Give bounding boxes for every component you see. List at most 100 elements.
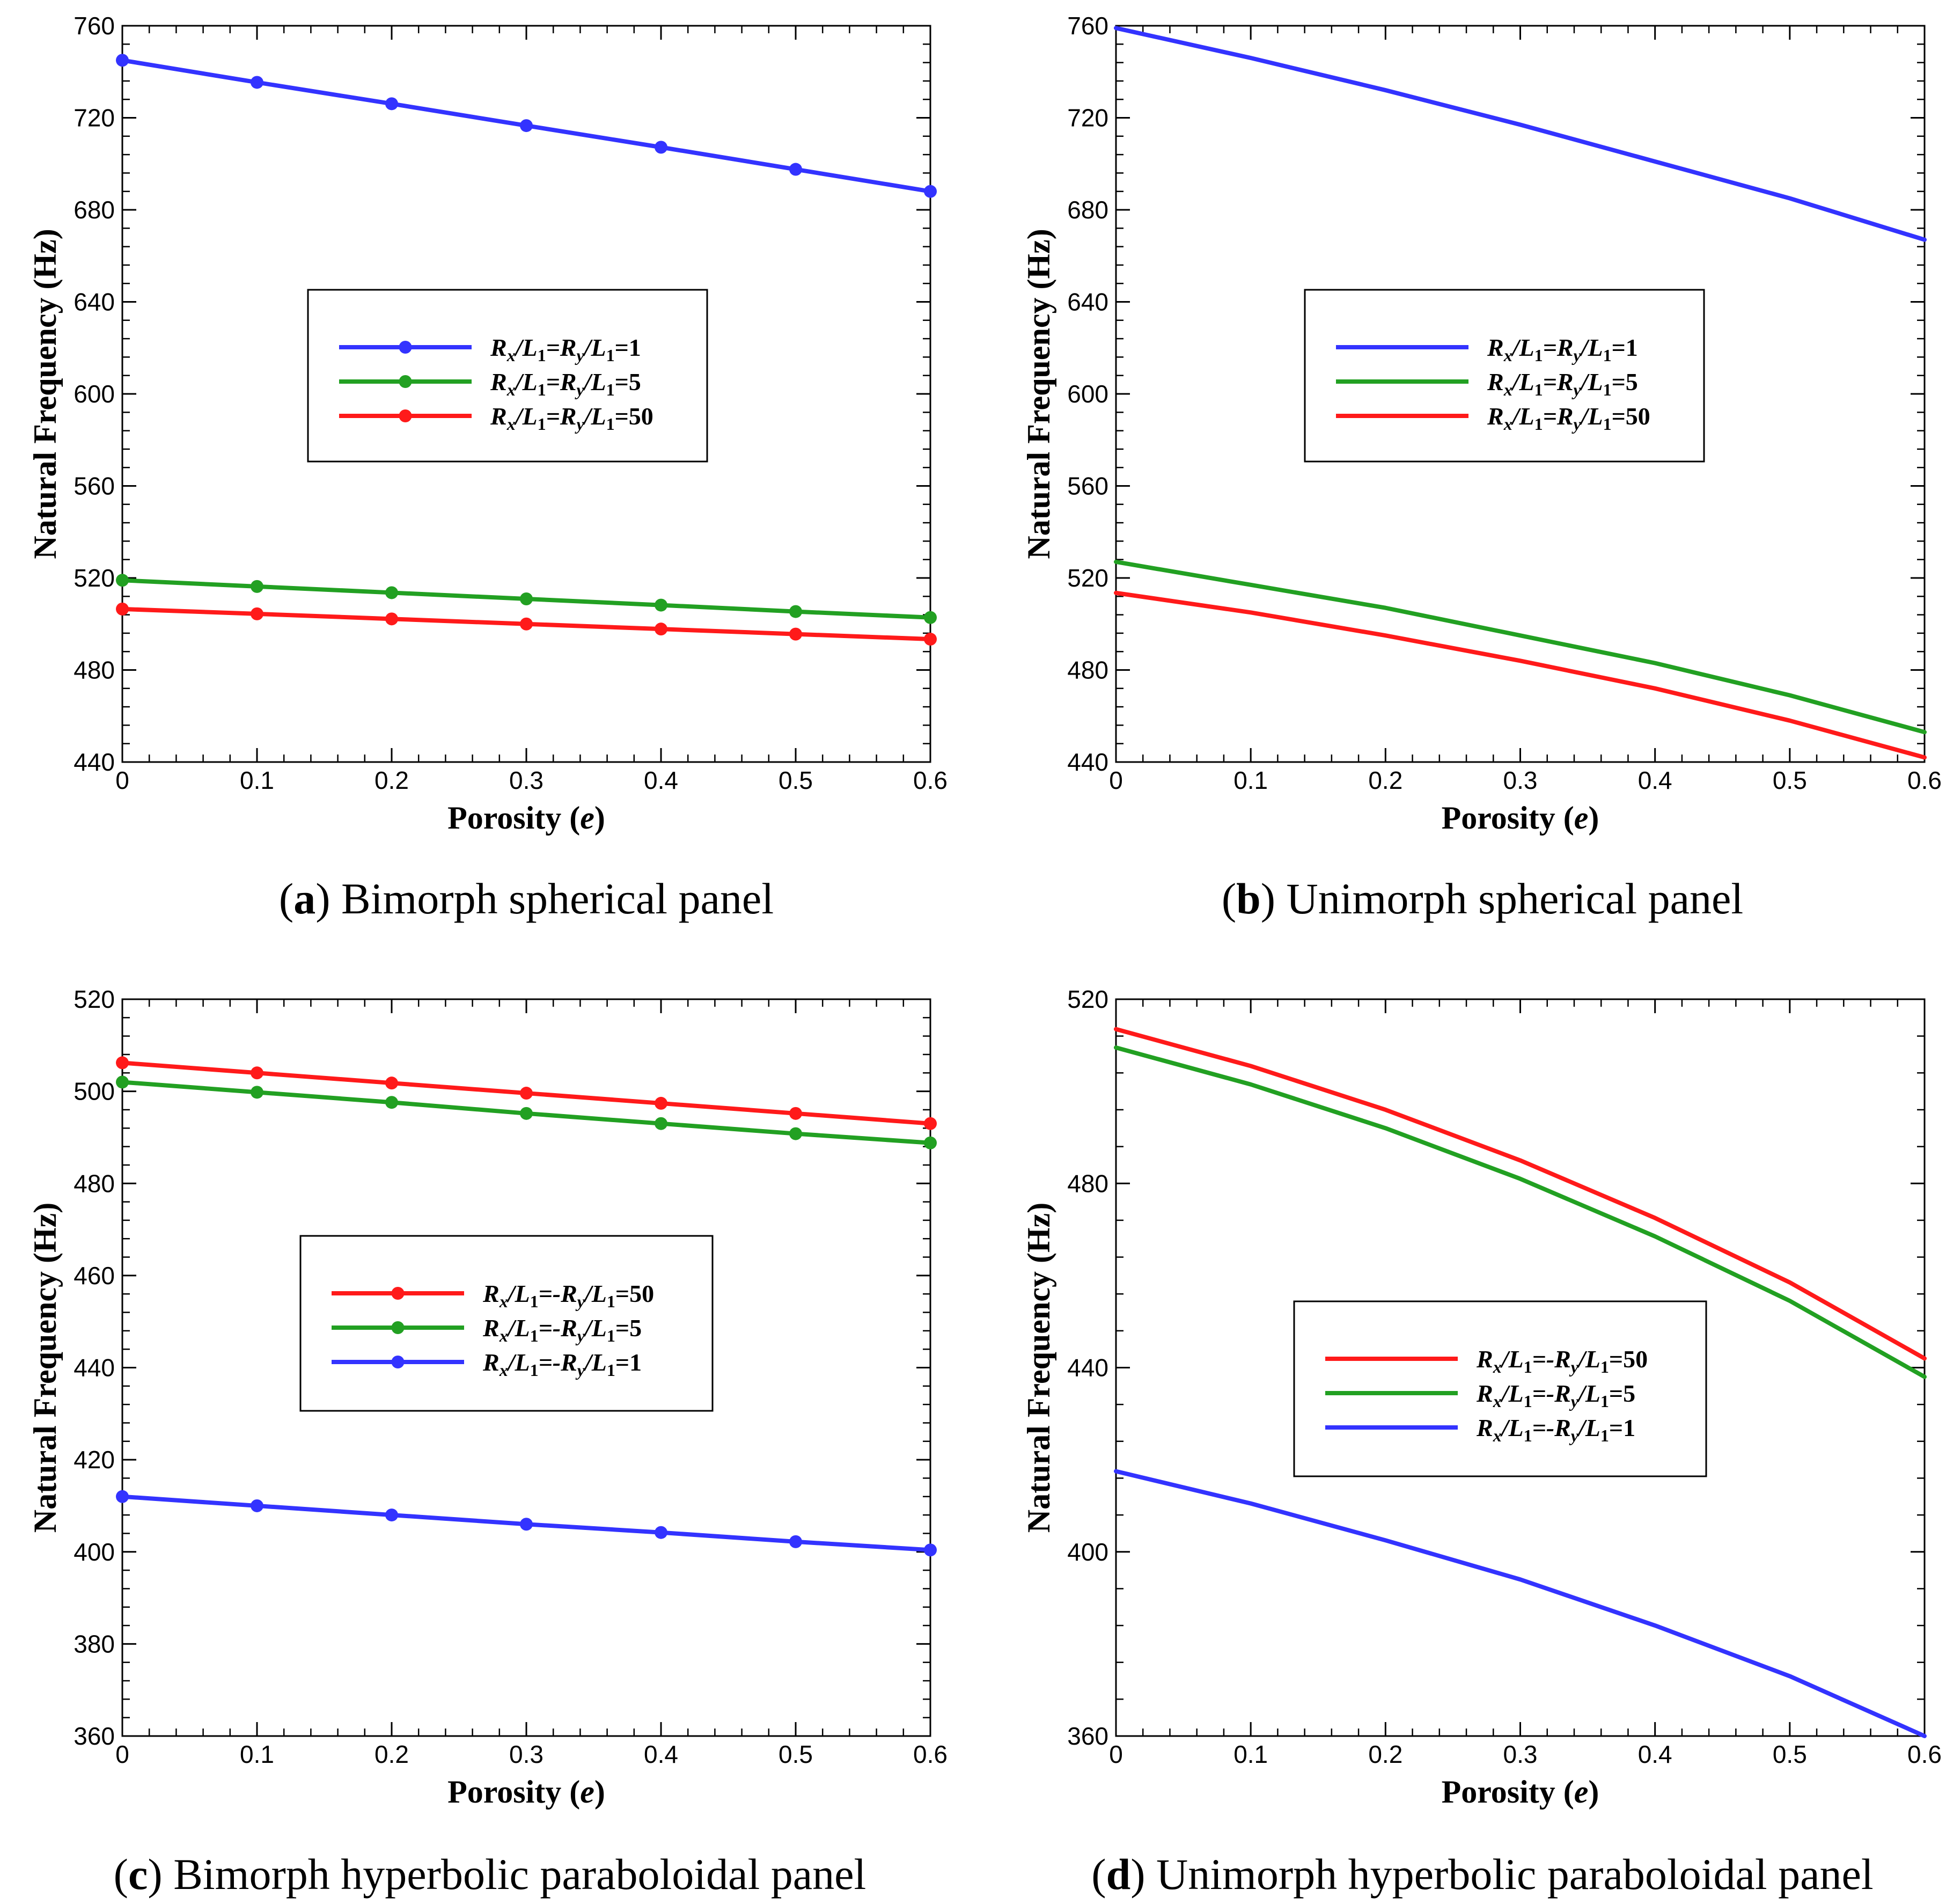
data-point [116,574,129,587]
data-point [789,627,802,641]
data-point [655,1117,667,1130]
y-tick-label: 760 [74,12,115,40]
x-tick-label: 0.2 [1368,766,1402,794]
data-point [789,1127,802,1140]
y-tick-label: 520 [74,985,115,1013]
data-point [655,623,667,636]
series-line-2 [1114,1469,1927,1738]
data-point [655,598,667,612]
y-tick-label: 360 [1067,1722,1108,1750]
chart-panel-b: 0 0.1 0.2 0.3 0.4 0.5 0.6 440 480 520 560 600 640 680… [1021,12,1942,923]
x-tick-label: 0.2 [374,1740,409,1768]
x-tick-label: 0.1 [240,766,274,794]
x-axis-title: Porosity (e) [447,800,605,836]
y-tick-label: 720 [1067,104,1108,132]
data-point [251,1086,263,1099]
y-tick-label: 680 [74,196,115,224]
data-point [520,1518,533,1531]
y-tick-label: 480 [74,1169,115,1197]
y-tick-label: 560 [1067,472,1108,500]
x-tick-label: 0.3 [509,1740,544,1768]
legend: Rx/L1=Ry/L1=1Rx/L1=Ry/L1=5Rx/L1=Ry/L1=50 [1304,289,1705,463]
data-point [385,1096,398,1109]
x-tick-label: 0.6 [913,1740,948,1768]
data-point [520,617,533,631]
x-tick-label: 0.1 [1233,1740,1268,1768]
y-tick-label: 560 [74,472,115,500]
x-tick-label: 0.6 [1907,766,1942,794]
data-point [251,607,263,620]
x-tick-label: 0.3 [1503,1740,1538,1768]
data-point [520,119,533,133]
series-line-1 [1114,559,1927,735]
data-point [924,185,937,198]
x-tick-label: 0 [1109,766,1123,794]
data-point [789,605,802,618]
data-point [655,1096,667,1110]
y-tick-label: 480 [1067,656,1108,684]
data-point [116,1075,129,1089]
legend-marker [399,341,412,354]
data-point [924,611,937,624]
y-tick-label: 520 [1067,564,1108,592]
x-tick-label: 0.3 [509,766,544,794]
data-point [655,1526,667,1539]
y-tick-label: 600 [74,380,115,408]
y-tick-label: 760 [1067,12,1108,40]
legend-marker [391,1321,405,1334]
data-point [520,1087,533,1100]
data-point [385,97,398,111]
y-tick-label: 440 [1067,748,1108,776]
legend-marker [399,375,412,388]
x-tick-label: 0.4 [644,1740,678,1768]
data-point [924,1117,937,1130]
data-point [520,1107,533,1120]
y-tick-label: 460 [74,1262,115,1290]
y-tick-label: 360 [74,1722,115,1750]
y-axis-title: Natural Frequency (Hz) [27,229,63,559]
legend-entry: Rx/L1=-Ry/L1=50 [1476,1345,1648,1376]
data-point [116,54,129,67]
x-tick-label: 0.4 [1638,766,1672,794]
data-point [251,580,263,593]
legend-marker [391,1356,405,1368]
data-point [385,612,398,626]
y-tick-label: 640 [74,288,115,316]
data-point [116,602,129,616]
legend-entry: Rx/L1=-Ry/L1=1 [1476,1414,1635,1445]
data-point [385,586,398,599]
x-tick-label: 0.5 [1773,1740,1807,1768]
y-tick-label: 600 [1067,380,1108,408]
data-point [789,1107,802,1120]
x-tick-label: 0.2 [374,766,409,794]
legend-box [307,289,708,463]
chart-panel-a: 0 0.1 0.2 0.3 0.4 0.5 0.6 440 480 520 560 600 640 680… [27,12,948,923]
series-line-0 [1114,26,1927,242]
data-point [924,1543,937,1557]
y-axis-title: Natural Frequency (Hz) [27,1203,63,1533]
x-tick-label: 0.6 [913,766,948,794]
panel-caption: (d) Unimorph hyperbolic paraboloidal pan… [1091,1850,1873,1899]
legend-entry: Rx/L1=Ry/L1=50 [1487,402,1650,434]
data-point [789,163,802,176]
x-axis-title: Porosity (e) [1442,800,1599,836]
y-tick-label: 720 [74,104,115,132]
x-tick-label: 0.6 [1907,1740,1942,1768]
legend-box [1304,289,1705,463]
x-tick-label: 0 [115,1740,129,1768]
panel-caption: (b) Unimorph spherical panel [1222,874,1743,923]
legend-marker [399,409,412,422]
y-axis-title: Natural Frequency (Hz) [1021,229,1056,559]
data-point [251,1066,263,1080]
legend-entry: Rx/L1=Ry/L1=5 [1487,368,1638,399]
y-tick-label: 640 [1067,288,1108,316]
y-tick-label: 380 [74,1630,115,1658]
legend-entry: Rx/L1=-Ry/L1=50 [482,1280,654,1311]
y-tick-label: 680 [1067,196,1108,224]
panel-caption: (a) Bimorph spherical panel [279,874,774,923]
legend-entry: Rx/L1=-Ry/L1=5 [482,1314,642,1345]
data-point [385,1508,398,1522]
x-tick-label: 0.5 [1773,766,1807,794]
data-point [116,1490,129,1503]
